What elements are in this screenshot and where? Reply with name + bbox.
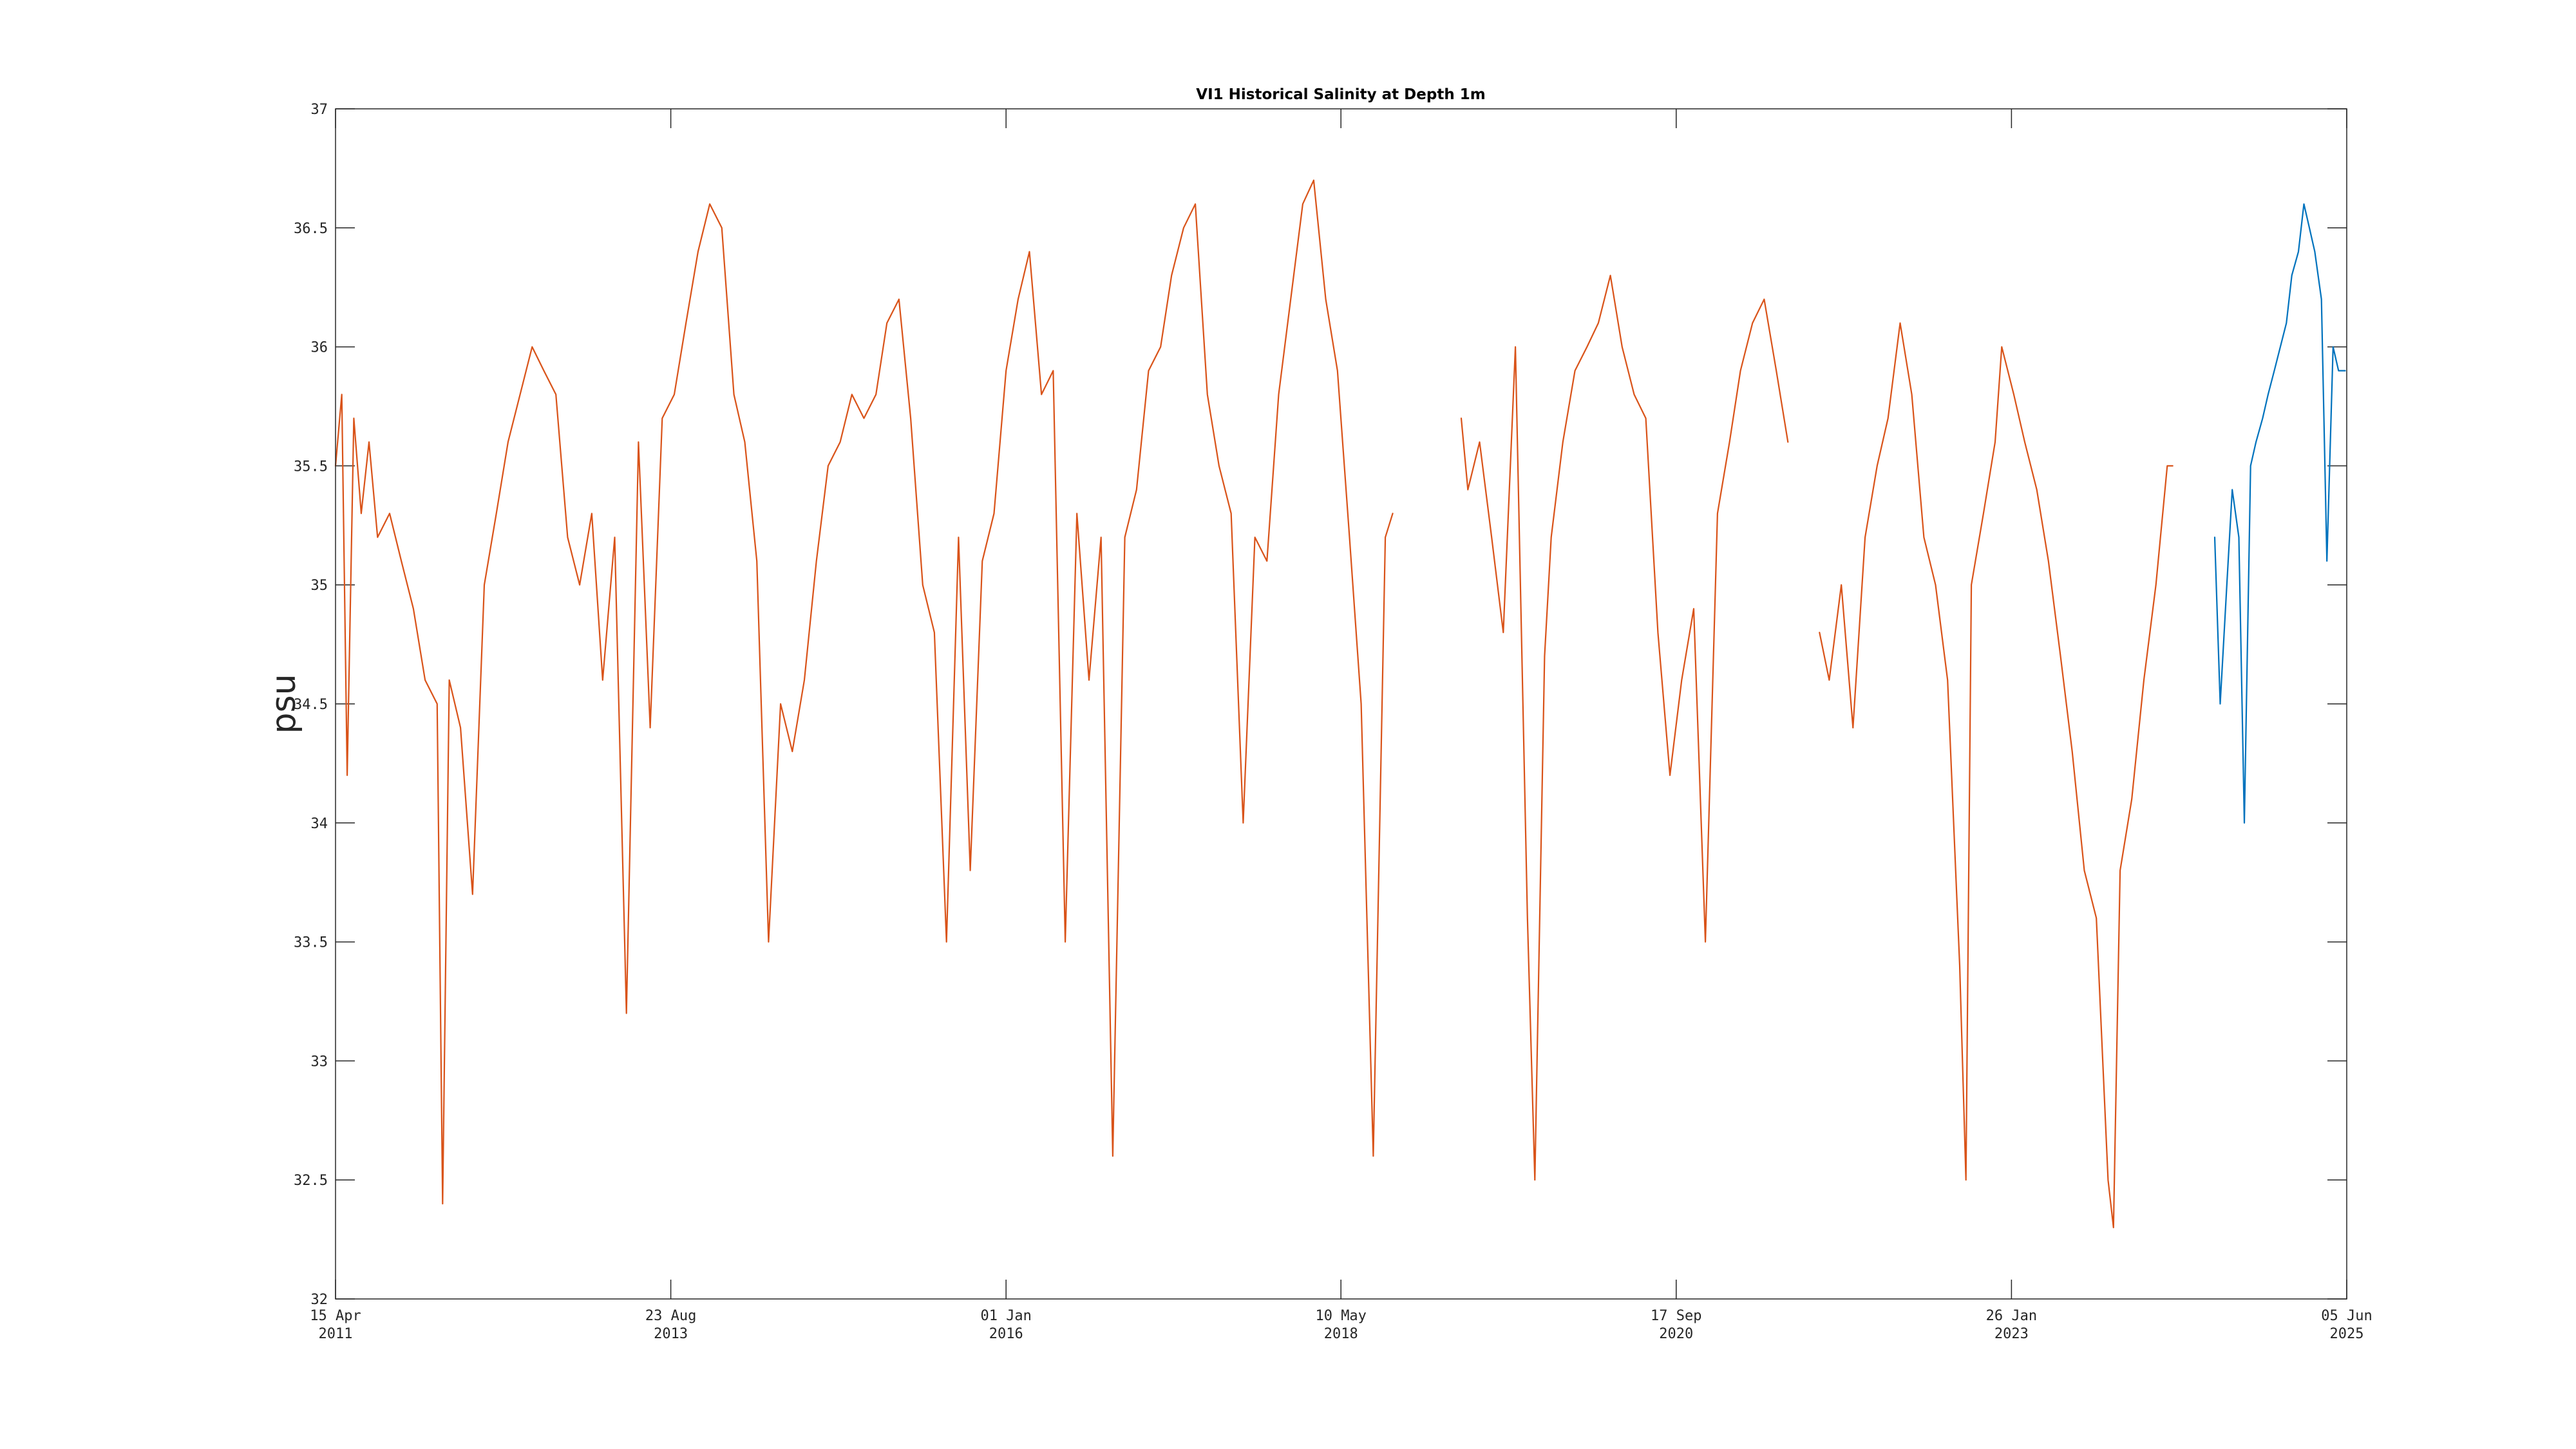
y-tick-label: 35.5 — [294, 459, 328, 475]
series-0-segment-1 — [1460, 274, 1789, 1181]
series-0-segment-0 — [334, 179, 1394, 1205]
x-tick-label-year: 2011 — [319, 1326, 353, 1342]
x-tick-label: 23 Aug — [645, 1308, 696, 1324]
x-tick-label: 05 Jun — [2321, 1308, 2372, 1324]
x-tick-label-year: 2020 — [1659, 1326, 1693, 1342]
x-tick-label-year: 2016 — [989, 1326, 1023, 1342]
plot-frame — [335, 108, 2347, 1300]
y-tick-label: 33 — [311, 1054, 328, 1070]
x-axis-ticks: 15 Apr 2011 23 Aug 2013 01 Jan 2016 10 May 2018… — [310, 109, 2372, 1342]
x-tick-label: 10 May — [1315, 1308, 1366, 1324]
y-tick-label: 36 — [311, 340, 328, 356]
y-tick-label: 33.5 — [294, 935, 328, 951]
x-tick-label: 01 Jan — [980, 1308, 1031, 1324]
series-0-segment-2 — [1819, 322, 2174, 1229]
y-axis-ticks: 32 32.5 33 33.5 34 34.5 35 35.5 36 36.5 37 — [294, 102, 2347, 1308]
plot-background — [336, 109, 2347, 1299]
x-tick-label: 15 Apr — [310, 1308, 361, 1324]
x-tick-label-year: 2023 — [1994, 1326, 2029, 1342]
y-tick-label: 34 — [311, 816, 328, 832]
y-tick-label: 34.5 — [294, 697, 328, 713]
y-axis-label: psu — [265, 674, 303, 734]
x-tick-label-year: 2013 — [654, 1326, 688, 1342]
x-tick-label-year: 2018 — [1324, 1326, 1358, 1342]
y-tick-label: 32.5 — [294, 1173, 328, 1189]
data-series — [334, 179, 2346, 1229]
y-tick-label: 32 — [311, 1292, 328, 1308]
y-tick-label: 37 — [311, 102, 328, 118]
x-tick-label: 26 Jan — [1986, 1308, 2037, 1324]
x-tick-label-year: 2025 — [2330, 1326, 2364, 1342]
series-1-segment-0 — [2213, 203, 2346, 824]
x-tick-label: 17 Sep — [1651, 1308, 1701, 1324]
chart-title: VI1 Historical Salinity at Depth 1m — [1196, 86, 1485, 103]
y-tick-label: 35 — [311, 578, 328, 594]
y-tick-label: 36.5 — [294, 221, 328, 237]
